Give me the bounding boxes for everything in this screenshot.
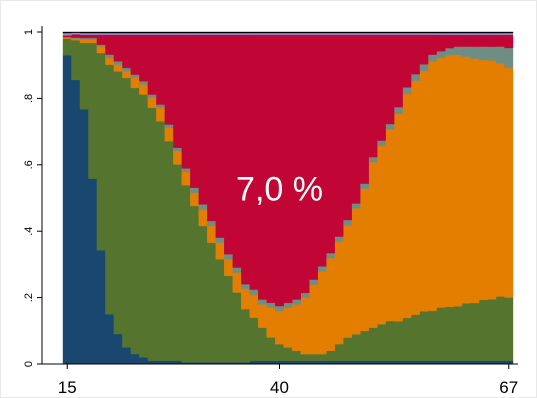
series-area-7 [62, 31, 514, 34]
y-tick-label: .6 [23, 160, 35, 169]
y-tick-label: .4 [23, 227, 35, 236]
y-tick-label: 0 [23, 361, 35, 367]
y-tick-label: 1 [23, 29, 35, 35]
y-tick-label: .2 [23, 293, 35, 302]
x-tick-label: 67 [499, 378, 518, 397]
y-tick-label: .8 [23, 94, 35, 103]
x-tick-label: 15 [58, 378, 77, 397]
axes-group: 0 .2 .4 .6 .8 1 15 40 67 [23, 26, 518, 397]
x-tick-label: 40 [270, 378, 289, 397]
series-group [62, 31, 514, 365]
chart-annotation: 7,0 % [236, 170, 323, 208]
